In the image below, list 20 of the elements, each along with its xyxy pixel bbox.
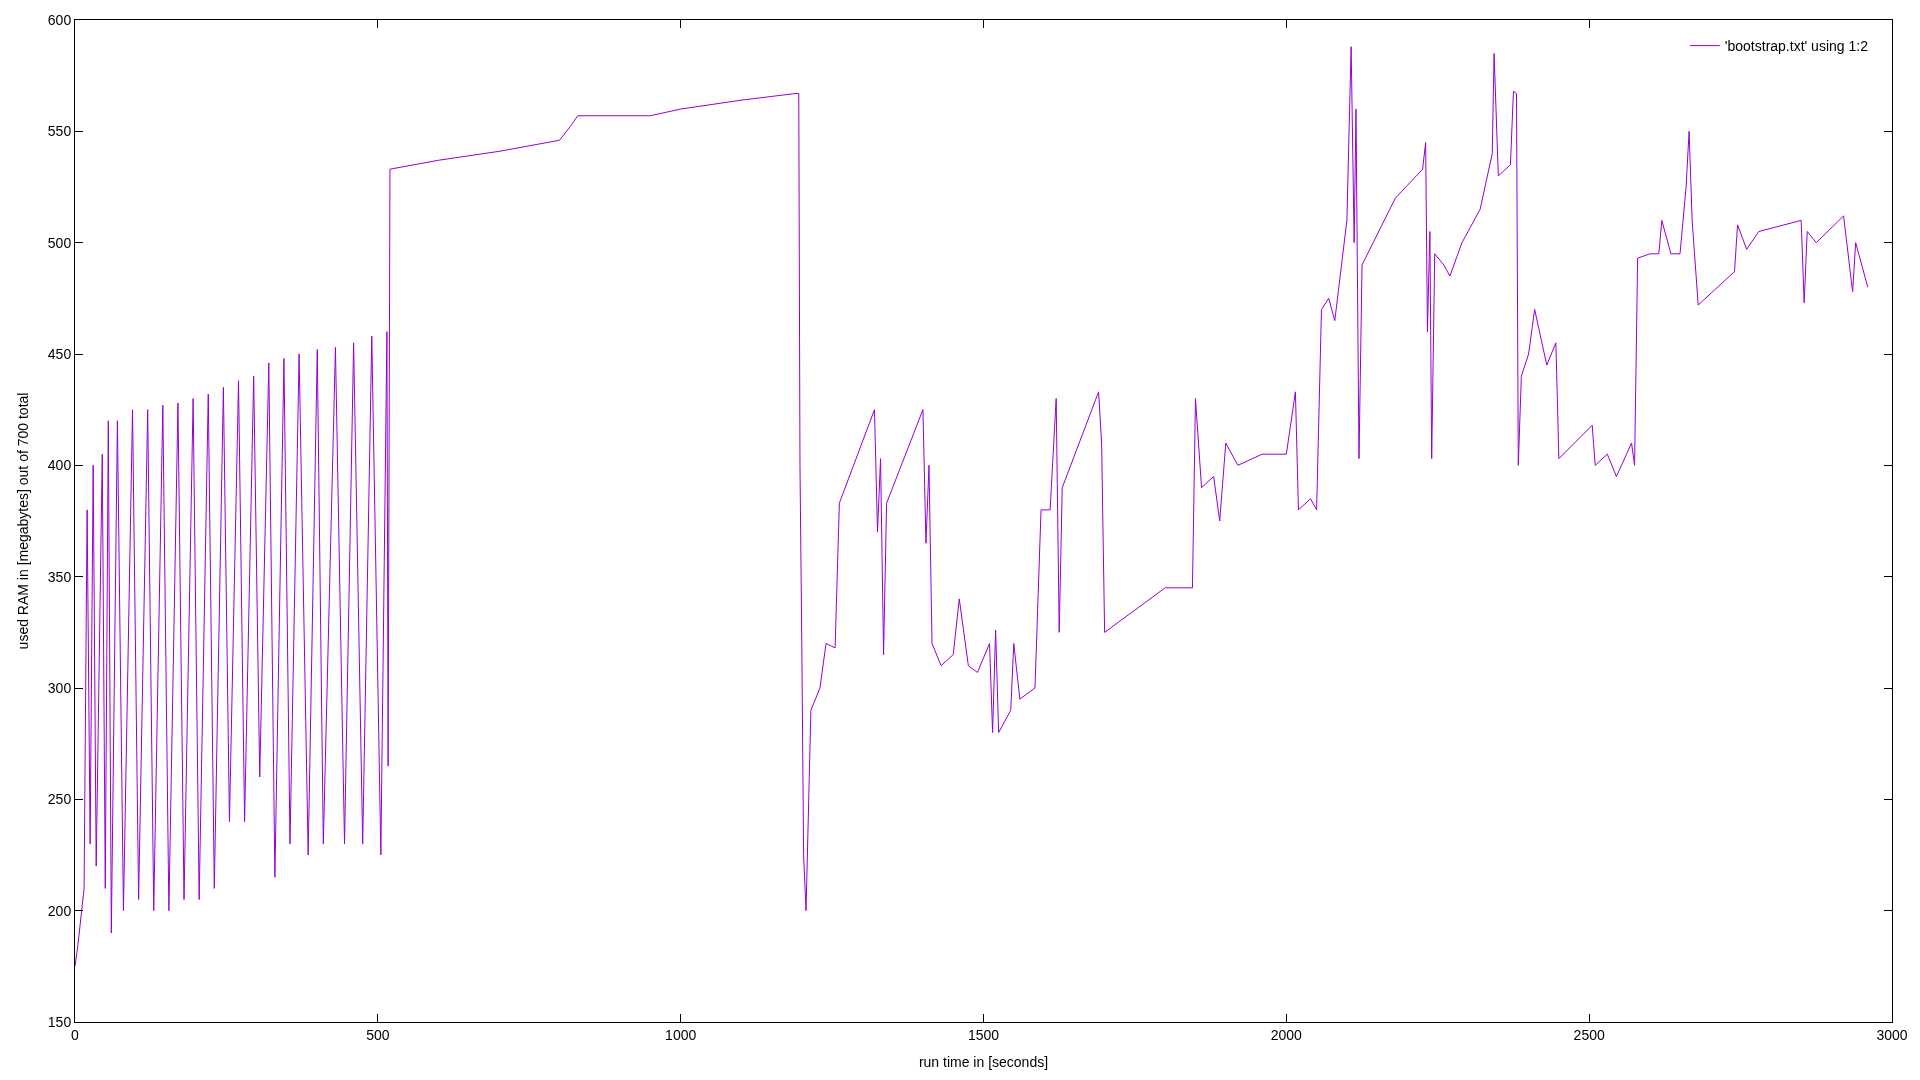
x-tick-label: 500 (366, 1026, 390, 1043)
x-axis-title: run time in [seconds] (918, 1054, 1049, 1071)
x-tick-label: 2500 (1573, 1026, 1605, 1043)
x-tick-label: 2000 (1270, 1026, 1303, 1043)
y-tick-label: 200 (47, 902, 72, 919)
x-tick-label: 1000 (665, 1026, 697, 1043)
x-tick-label: 0 (71, 1026, 80, 1043)
y-axis-title: used RAM in [megabytes] out of 700 total (15, 392, 32, 650)
legend-label: 'bootstrap.txt' using 1:2 (1724, 38, 1869, 55)
y-tick-label: 150 (47, 1013, 72, 1030)
x-tick-label: 3000 (1876, 1026, 1908, 1043)
y-tick-label: 350 (47, 568, 72, 585)
y-tick-label: 600 (47, 11, 72, 28)
x-tick-label: 1500 (967, 1026, 1000, 1043)
y-tick-label: 450 (47, 345, 72, 362)
y-tick-label: 400 (47, 457, 72, 474)
y-tick-label: 550 (47, 123, 72, 140)
y-tick-label: 500 (47, 234, 72, 251)
y-tick-label: 300 (47, 679, 72, 696)
y-tick-label: 250 (47, 791, 72, 808)
